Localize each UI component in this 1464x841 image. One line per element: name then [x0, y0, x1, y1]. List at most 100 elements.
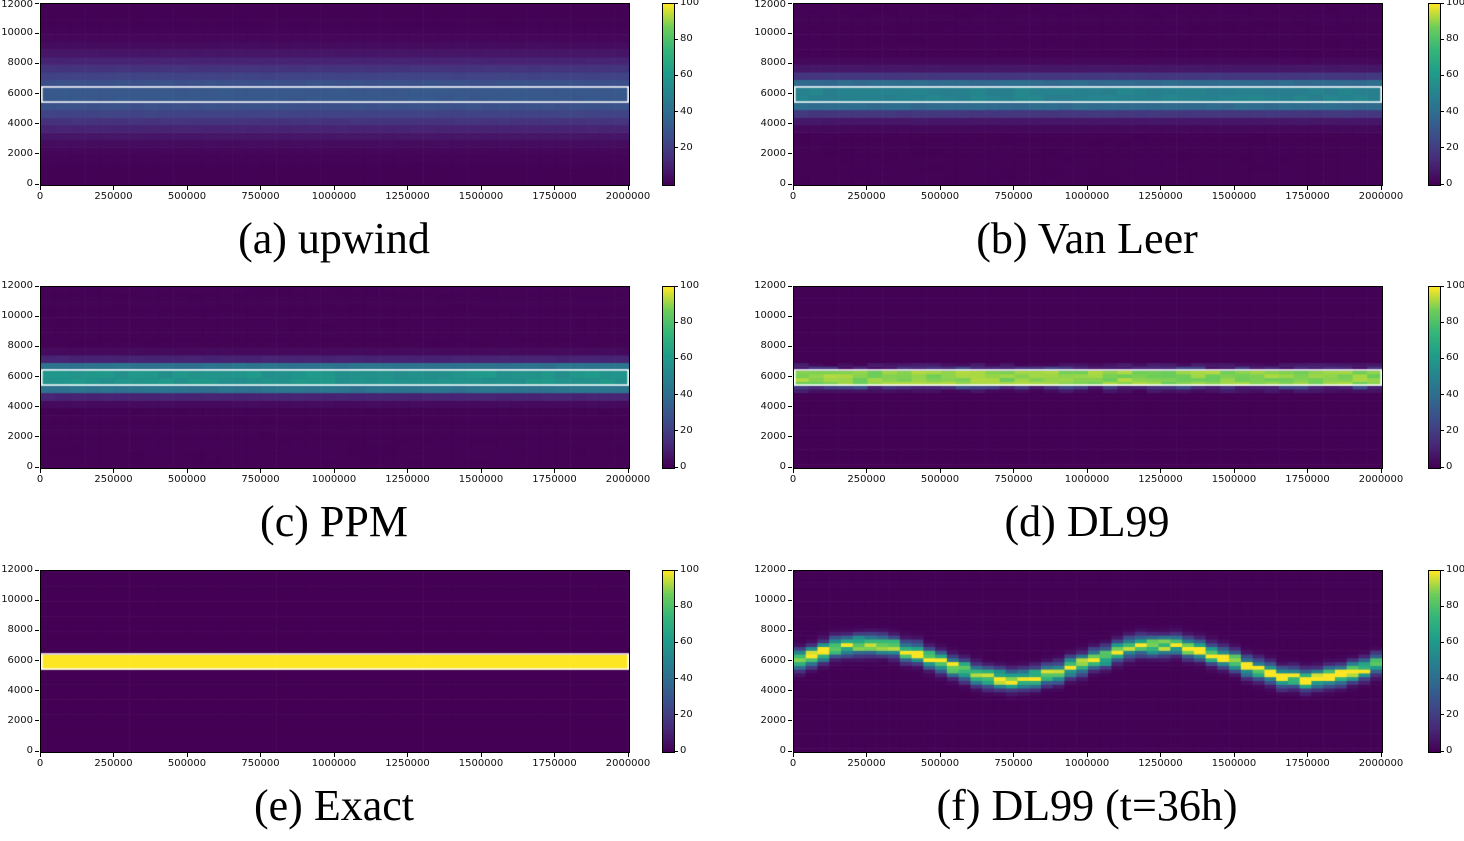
colorbar-tick-label: 0	[1446, 178, 1453, 189]
y-tick-mark	[35, 599, 39, 601]
x-tick-label: 1000000	[311, 191, 357, 202]
x-tick-mark	[939, 186, 941, 190]
x-tick-label: 1750000	[1285, 191, 1330, 202]
y-tick-label: 0	[779, 745, 786, 756]
y-tick-label: 2000	[760, 714, 786, 726]
x-tick-mark	[1380, 469, 1382, 473]
colorbar-tick-mark	[675, 111, 678, 113]
x-tick-mark	[1160, 186, 1161, 190]
x-tick-mark	[39, 186, 41, 190]
y-tick-label: 4000	[760, 117, 786, 129]
x-tick-label: 500000	[167, 474, 207, 485]
x-tick-mark	[1086, 753, 1088, 757]
y-tick-mark	[35, 32, 39, 34]
x-tick-label: 1000000	[311, 474, 357, 485]
y-tick-label: 12000	[754, 280, 786, 291]
colorbar-canvas-dl99-t36h	[1429, 571, 1440, 752]
colorbar-canvas-dl99	[1429, 287, 1440, 468]
x-tick-mark	[1013, 753, 1014, 757]
panel-ppm: (c) PPM 0 250000 500000 750000 1000000 125000…	[0, 280, 732, 560]
colorbar-tick-mark	[1441, 111, 1444, 113]
y-tick-label: 8000	[7, 57, 33, 69]
y-tick-mark	[35, 62, 39, 64]
x-tick-mark	[333, 753, 335, 757]
panel-van-leer: (b) Van Leer 0 250000 500000 750000 1000000 1…	[732, 0, 1464, 280]
colorbar-tick-mark	[675, 605, 678, 607]
panel-dl99: (d) DL99 0 250000 500000 750000 1000000 12500…	[732, 280, 1464, 560]
y-tick-mark	[35, 690, 39, 692]
colorbar-tick-mark	[1441, 183, 1444, 185]
y-tick-label: 8000	[760, 624, 786, 636]
colorbar-tick-mark	[675, 147, 678, 149]
x-tick-label: 0	[789, 474, 797, 485]
x-tick-label: 0	[36, 191, 44, 202]
heatmap-canvas-upwind	[41, 4, 629, 185]
colorbar-tick-label: 40	[680, 672, 693, 684]
x-tick-label: 1250000	[1138, 474, 1183, 485]
x-tick-mark	[1380, 753, 1382, 757]
colorbar-tick-label: 40	[680, 388, 693, 400]
heatmap-canvas-exact	[41, 571, 629, 752]
x-tick-label: 1000000	[1064, 474, 1110, 485]
x-tick-mark	[407, 186, 408, 190]
y-tick-mark	[35, 750, 39, 752]
colorbar-tick-mark	[675, 466, 678, 468]
x-tick-mark	[39, 469, 41, 473]
caption-ppm: (c) PPM	[260, 497, 408, 546]
y-tick-mark	[35, 466, 39, 468]
colorbar-tick-mark	[675, 569, 678, 571]
colorbar-dl99	[1428, 286, 1441, 469]
heatmap-canvas-van-leer	[794, 4, 1382, 185]
colorbar-tick-label: 100	[680, 280, 700, 291]
x-tick-label: 500000	[167, 758, 207, 769]
y-tick-label: 2000	[7, 430, 33, 442]
colorbar-tick-mark	[675, 714, 678, 716]
x-tick-mark	[792, 186, 794, 190]
colorbar-tick-mark	[1441, 678, 1444, 680]
heatmap-canvas-dl99	[794, 287, 1382, 468]
x-tick-mark	[1160, 469, 1161, 473]
x-tick-label: 1750000	[1285, 474, 1330, 485]
x-tick-mark	[1013, 469, 1014, 473]
colorbar-tick-label: 40	[1446, 388, 1459, 400]
panel-dl99-t36h: (f) DL99 (t=36h) 0 250000 500000 750000 1000…	[732, 560, 1464, 840]
y-tick-mark	[788, 93, 792, 94]
x-tick-label: 2000000	[1358, 191, 1404, 202]
y-tick-mark	[788, 285, 792, 287]
y-tick-mark	[788, 750, 792, 752]
y-tick-mark	[35, 153, 39, 155]
x-tick-label: 1250000	[385, 191, 430, 202]
x-tick-mark	[39, 753, 41, 757]
x-tick-label: 1250000	[1138, 758, 1183, 769]
x-tick-label: 1500000	[458, 191, 504, 202]
y-tick-mark	[788, 569, 792, 571]
colorbar-tick-label: 20	[680, 141, 693, 153]
colorbar-tick-mark	[1441, 394, 1444, 396]
colorbar-canvas-van-leer	[1429, 4, 1440, 185]
colorbar-tick-mark	[675, 321, 678, 323]
x-tick-label: 1250000	[385, 758, 430, 769]
colorbar-ppm	[662, 286, 675, 469]
x-tick-mark	[1086, 186, 1088, 190]
y-tick-mark	[788, 629, 792, 631]
colorbar-dl99-t36h	[1428, 570, 1441, 753]
x-tick-mark	[627, 186, 629, 190]
y-tick-mark	[788, 690, 792, 692]
y-tick-label: 10000	[1, 310, 33, 322]
x-tick-label: 250000	[94, 191, 133, 202]
x-tick-mark	[480, 469, 482, 473]
x-tick-label: 1500000	[1211, 758, 1257, 769]
colorbar-tick-mark	[675, 678, 678, 680]
x-tick-mark	[1307, 469, 1308, 473]
colorbar-tick-label: 60	[1446, 636, 1459, 648]
caption-upwind: (a) upwind	[238, 214, 430, 263]
x-tick-label: 250000	[94, 758, 133, 769]
y-tick-mark	[788, 2, 792, 4]
x-tick-mark	[113, 753, 114, 757]
x-tick-label: 0	[36, 758, 44, 769]
x-tick-label: 1000000	[1064, 191, 1110, 202]
x-tick-label: 1000000	[1064, 758, 1110, 769]
y-tick-label: 2000	[7, 714, 33, 726]
y-tick-label: 12000	[1, 0, 33, 10]
